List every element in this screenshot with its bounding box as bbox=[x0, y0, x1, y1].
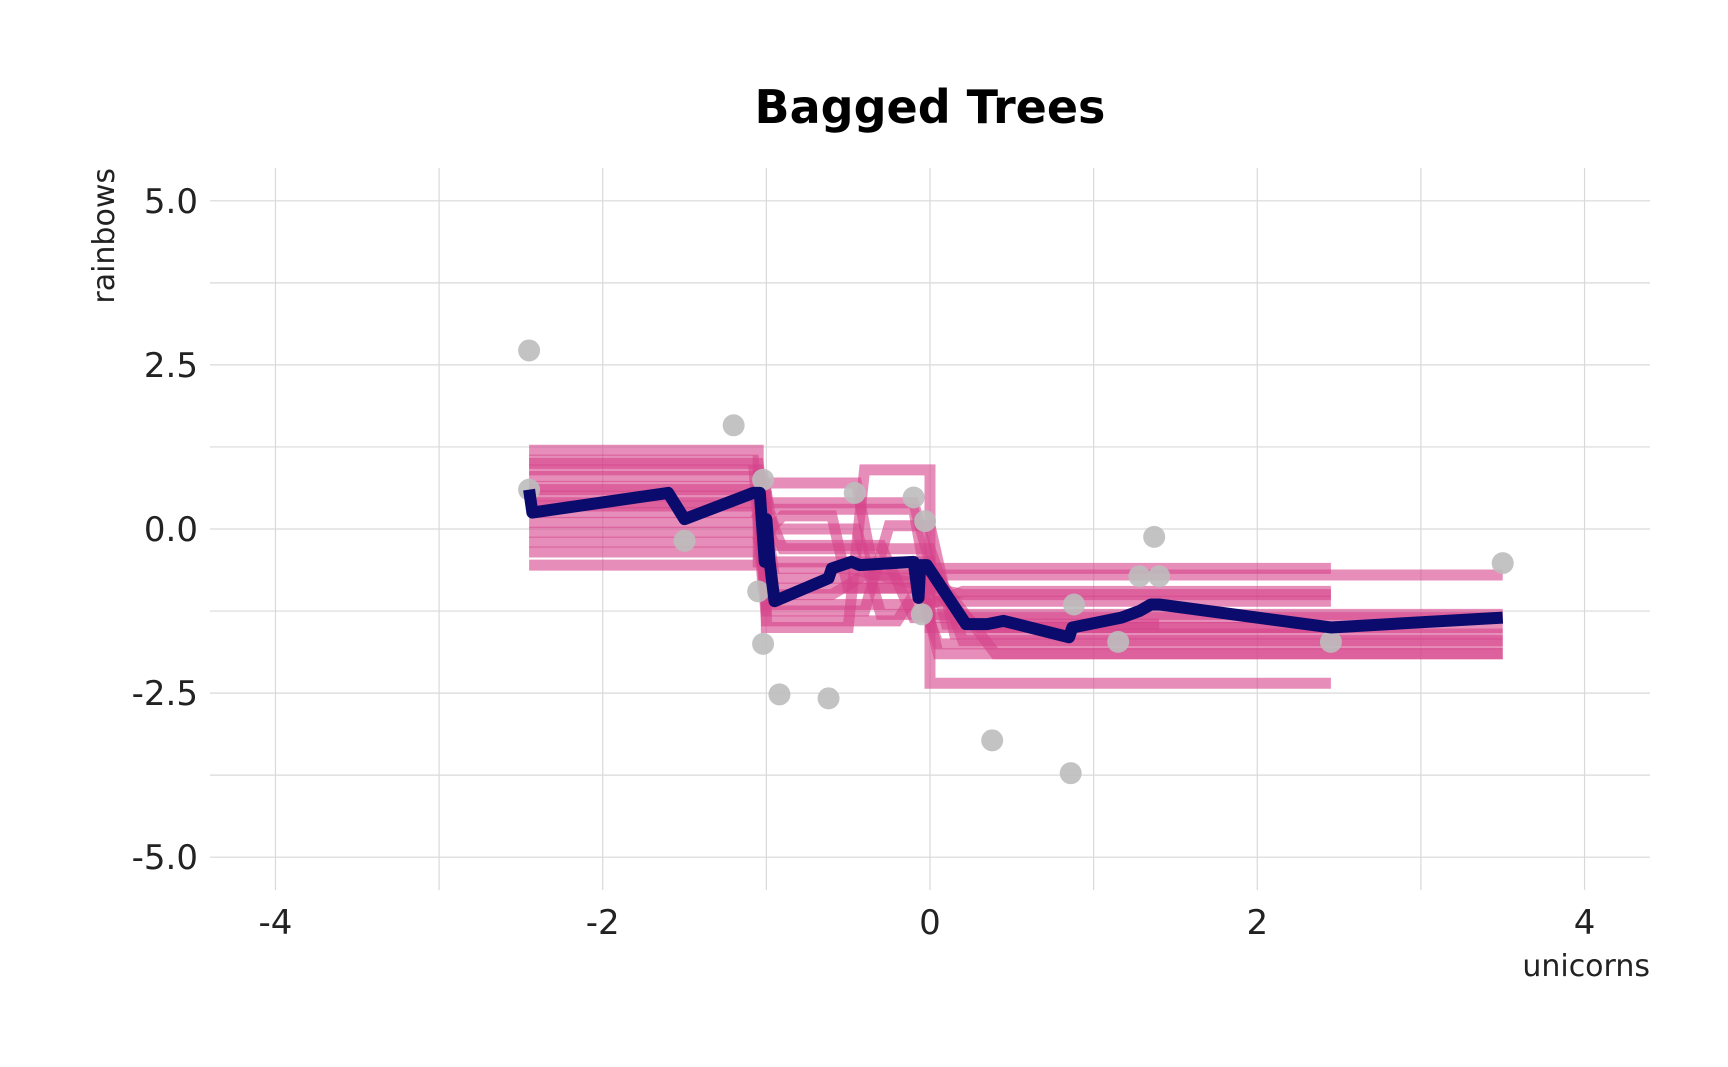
data-point-4 bbox=[722, 414, 745, 437]
data-point-6 bbox=[752, 468, 775, 491]
scatter-points bbox=[518, 339, 1514, 785]
x-tick-label: -4 bbox=[259, 903, 293, 943]
x-tick-label: 2 bbox=[1246, 903, 1268, 943]
data-point-20 bbox=[1148, 565, 1171, 588]
x-axis-label: unicorns bbox=[1522, 949, 1650, 984]
y-tick-label: 5.0 bbox=[144, 182, 198, 222]
data-point-19 bbox=[1143, 525, 1166, 548]
data-point-8 bbox=[768, 683, 791, 706]
x-tick-label: 0 bbox=[919, 903, 941, 943]
y-tick-label: -2.5 bbox=[132, 674, 198, 714]
data-point-17 bbox=[1107, 630, 1130, 653]
bagged-tree-line-4 bbox=[529, 470, 1331, 607]
tick-labels: -4 -2 0 2 4 -5.0 -2.5 0.0 2.5 5.0 bbox=[132, 182, 1596, 943]
data-point-13 bbox=[910, 603, 933, 626]
y-axis-label: rainbows bbox=[87, 168, 122, 304]
data-point-14 bbox=[981, 729, 1004, 752]
data-point-3 bbox=[673, 529, 696, 552]
data-point-10 bbox=[843, 481, 866, 504]
data-point-11 bbox=[902, 486, 925, 509]
average-line-group bbox=[523, 486, 1504, 644]
bagged-tree-line-16 bbox=[529, 457, 1503, 650]
data-point-12 bbox=[914, 510, 937, 533]
y-tick-label: -5.0 bbox=[132, 838, 198, 878]
data-point-1 bbox=[518, 339, 541, 362]
x-tick-label: -2 bbox=[586, 903, 620, 943]
data-point-15 bbox=[1059, 762, 1082, 785]
average-line bbox=[523, 486, 1504, 644]
bagged-tree-line-14 bbox=[529, 480, 1331, 610]
x-tick-label: 4 bbox=[1574, 903, 1596, 943]
data-point-16 bbox=[1063, 593, 1085, 616]
y-tick-label: 0.0 bbox=[144, 510, 198, 550]
data-point-5 bbox=[747, 580, 770, 603]
data-point-9 bbox=[817, 687, 840, 710]
data-point-18 bbox=[1128, 565, 1151, 588]
bagged-tree-lines bbox=[529, 444, 1503, 689]
bagged-tree-line-12 bbox=[529, 546, 1331, 627]
data-point-7 bbox=[752, 632, 775, 655]
y-tick-label: 2.5 bbox=[144, 346, 198, 386]
chart-title: Bagged Trees bbox=[755, 80, 1106, 134]
data-point-22 bbox=[1491, 552, 1514, 575]
data-point-21 bbox=[1319, 630, 1342, 653]
